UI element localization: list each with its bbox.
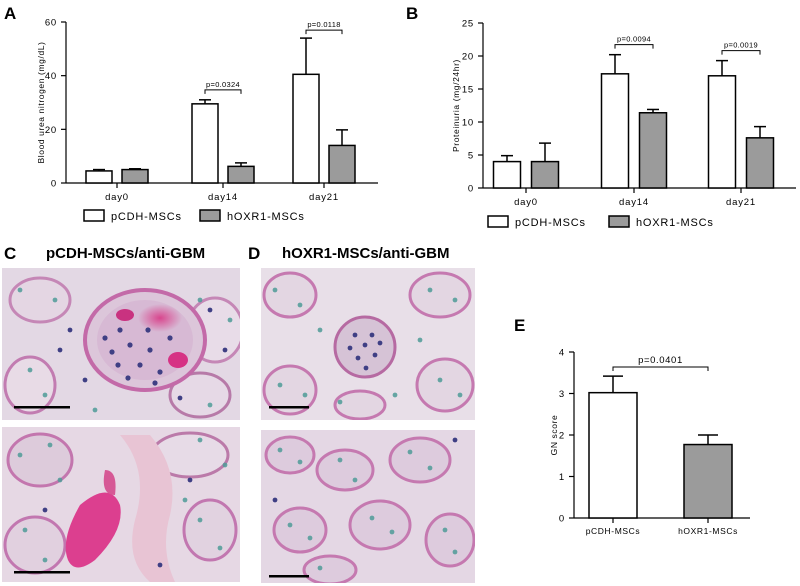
- x-tick-label: day0: [514, 197, 538, 208]
- y-axis-label: Blood urea nitrogen (mg/dL): [36, 41, 46, 163]
- p-value-label: p=0.0019: [724, 41, 758, 50]
- bar-hoxr1-mscs: [683, 443, 733, 519]
- x-tick-label: day0: [105, 192, 129, 203]
- scale-bar: [269, 406, 309, 409]
- y-tick-label: 0: [51, 179, 57, 190]
- y-tick-label: 1: [559, 472, 565, 483]
- y-tick-label: 4: [559, 348, 565, 359]
- y-tick-label: 5: [468, 151, 474, 162]
- legend-label: hOXR1-MSCs: [636, 217, 714, 229]
- bar-pcdh-mscs: [707, 75, 737, 189]
- p-value-label: p=0.0118: [307, 20, 340, 29]
- x-tick-label: hOXR1-MSCs: [678, 526, 738, 536]
- legend-swatch-hoxr1-mscs: [199, 209, 221, 222]
- x-tick-label: pCDH-MSCs: [586, 526, 641, 536]
- panel-label-a: A: [4, 4, 16, 23]
- bar-hoxr1-mscs: [638, 112, 668, 189]
- micrograph-d-bottom: [261, 430, 475, 583]
- x-tick-label: day14: [208, 192, 238, 203]
- x-tick-label: day21: [309, 192, 339, 203]
- y-tick-label: 2: [559, 431, 565, 442]
- chart-b-proteinuria: 0 5 10 15 20 25 Proteinuria (mg/24hr) day0 day14…: [451, 19, 796, 229]
- y-tick-label: 0: [559, 514, 565, 525]
- bar-pcdh-mscs: [492, 160, 522, 189]
- y-axis-label: Proteinuria (mg/24hr): [451, 59, 461, 152]
- y-tick-label: 40: [45, 71, 57, 82]
- y-axis-label: GN score: [549, 415, 559, 456]
- legend-swatch-pcdh-mscs: [83, 209, 105, 222]
- legend-swatch-pcdh-mscs: [487, 215, 509, 228]
- micrograph-d-top: [261, 268, 475, 420]
- significance-bracket: [305, 29, 343, 35]
- panel-label-d: D: [248, 244, 260, 263]
- scale-bar: [14, 571, 70, 574]
- p-value-label: p=0.0401: [638, 355, 683, 366]
- significance-bracket: [204, 89, 242, 94]
- significance-bracket: [614, 44, 654, 49]
- y-tick-label: 10: [462, 118, 474, 129]
- micrograph-c-top: [2, 268, 240, 420]
- y-tick-label: 15: [462, 85, 474, 96]
- x-tick-label: day21: [726, 197, 756, 208]
- bar-pcdh-mscs: [85, 170, 113, 184]
- significance-bracket: [612, 366, 709, 371]
- scale-bar: [14, 406, 70, 409]
- micrograph-c-bottom: [2, 427, 240, 582]
- panel-label-b: B: [406, 4, 418, 23]
- panel-label-e: E: [514, 316, 525, 335]
- bar-hoxr1-mscs: [745, 137, 775, 189]
- legend-label: hOXR1-MSCs: [227, 211, 305, 223]
- panel-c-title: pCDH-MSCs/anti-GBM: [46, 245, 205, 262]
- y-tick-label: 20: [45, 125, 57, 136]
- y-tick-label: 20: [462, 52, 474, 63]
- chart-e-gn-score: 0 1 2 3 4 GN score pCDH-MSCs hOXR1-MSCs p=0.0401: [549, 348, 750, 536]
- legend-swatch-hoxr1-mscs: [608, 215, 630, 228]
- y-tick-label: 3: [559, 389, 565, 400]
- y-tick-label: 25: [462, 19, 474, 30]
- legend-label: pCDH-MSCs: [111, 211, 182, 223]
- bar-hoxr1-mscs: [530, 160, 560, 189]
- y-tick-label: 0: [468, 184, 474, 195]
- bar-pcdh-mscs: [588, 391, 638, 519]
- p-value-label: p=0.0324: [206, 80, 240, 89]
- bar-hoxr1-mscs: [227, 165, 255, 184]
- bar-pcdh-mscs: [292, 73, 320, 184]
- bar-hoxr1-mscs: [328, 144, 356, 184]
- legend-label: pCDH-MSCs: [515, 217, 586, 229]
- significance-bracket: [721, 50, 761, 55]
- bar-hoxr1-mscs: [121, 168, 149, 184]
- x-tick-label: day14: [619, 197, 649, 208]
- p-value-label: p=0.0094: [617, 35, 651, 44]
- y-tick-label: 60: [45, 18, 57, 29]
- panel-d-title: hOXR1-MSCs/anti-GBM: [282, 245, 450, 262]
- chart-a-blood-urea-nitrogen: 0 20 40 60 Blood urea nitrogen (mg/dL) day0 da…: [36, 18, 378, 223]
- bar-pcdh-mscs: [600, 73, 630, 189]
- panel-label-c: C: [4, 244, 16, 263]
- bar-pcdh-mscs: [191, 103, 219, 184]
- scale-bar: [269, 575, 309, 578]
